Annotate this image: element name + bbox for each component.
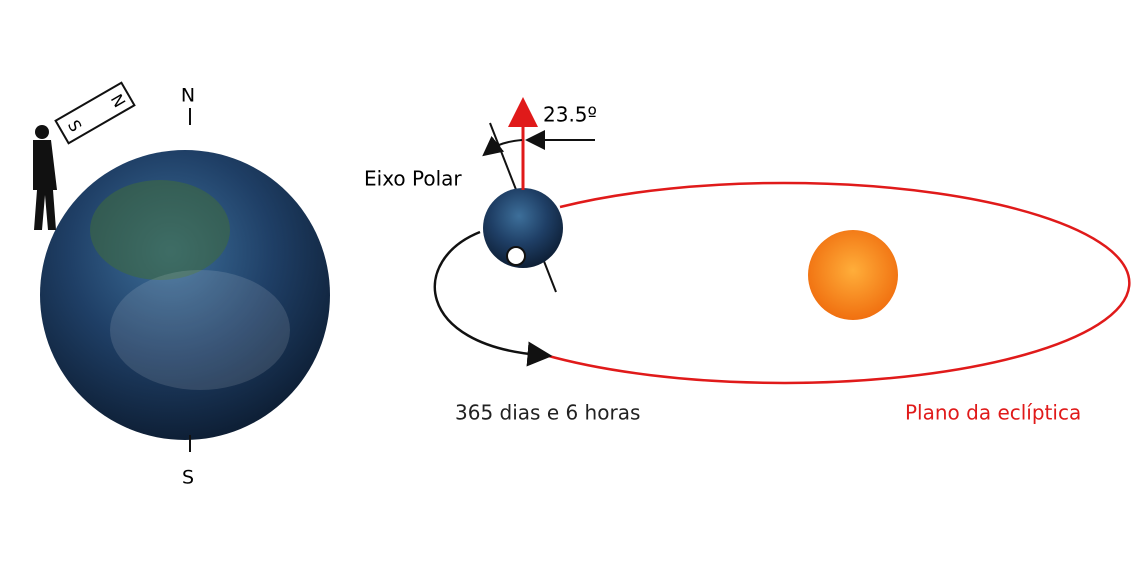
- north-label: N: [181, 85, 195, 107]
- clouds: [110, 270, 290, 390]
- orbit-direction: [433, 230, 553, 367]
- compass-icon: [506, 246, 526, 266]
- orbit-period: 365 dias e 6 horas: [455, 401, 640, 425]
- south-label: S: [182, 467, 194, 489]
- continent: [90, 180, 230, 280]
- tilt-arc: [482, 135, 523, 157]
- small-earth: [483, 188, 563, 268]
- ecliptic-label: Plano da eclíptica: [905, 401, 1081, 425]
- ecliptic-orbit: [544, 181, 1131, 385]
- sun: [808, 230, 898, 320]
- axis-label: Eixo Polar: [364, 167, 462, 191]
- tilt-angle: 23.5º: [543, 103, 597, 127]
- magnet: S N: [54, 81, 136, 145]
- person: [33, 125, 57, 230]
